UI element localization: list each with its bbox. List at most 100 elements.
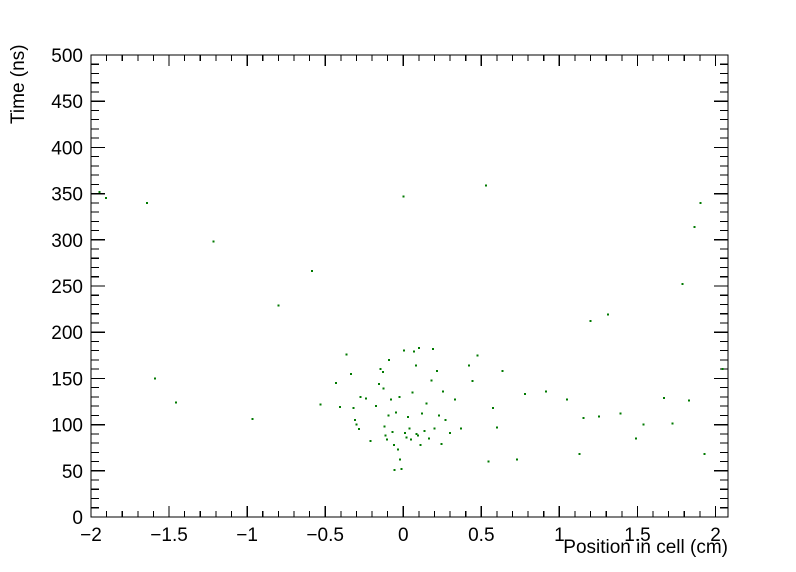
data-point <box>415 432 418 435</box>
data-point <box>671 422 674 425</box>
x-axis-title: Position in cell (cm) <box>563 537 728 558</box>
data-point <box>406 416 409 419</box>
data-point <box>359 395 362 398</box>
data-point <box>449 431 452 434</box>
data-point <box>353 418 356 421</box>
data-point <box>476 354 479 357</box>
data-point <box>431 347 434 350</box>
data-point <box>395 411 398 414</box>
plot-frame <box>90 54 729 518</box>
data-point <box>721 368 724 371</box>
data-point <box>703 453 706 456</box>
data-point <box>339 406 342 409</box>
data-point <box>355 423 358 426</box>
y-tick-label: 100 <box>51 416 83 437</box>
data-point <box>681 283 684 286</box>
data-point <box>98 190 101 193</box>
x-tick-label: 1.5 <box>624 525 650 546</box>
x-tick-label: −2 <box>80 525 102 546</box>
data-point <box>438 414 441 417</box>
y-tick-label: 150 <box>51 369 83 390</box>
data-point <box>405 436 408 439</box>
data-point <box>146 201 149 204</box>
data-point <box>662 396 665 399</box>
data-point <box>582 417 585 420</box>
data-point <box>154 377 157 380</box>
data-point <box>379 368 382 371</box>
data-point <box>414 364 417 367</box>
data-point <box>357 428 360 431</box>
data-point <box>485 184 487 187</box>
data-point <box>104 197 107 200</box>
data-point <box>566 398 569 401</box>
y-tick-label: 450 <box>51 92 83 113</box>
data-point <box>516 458 519 461</box>
data-point <box>492 406 495 409</box>
y-tick-label: 250 <box>51 277 83 298</box>
data-point <box>398 395 401 398</box>
data-point <box>501 370 504 373</box>
data-point <box>467 364 470 367</box>
data-point <box>417 434 420 437</box>
data-point <box>435 370 438 373</box>
data-point <box>175 401 178 404</box>
data-point <box>387 414 390 417</box>
data-point <box>403 349 406 352</box>
data-point <box>392 443 395 446</box>
data-point <box>442 390 445 393</box>
data-point <box>389 398 392 401</box>
data-point <box>453 398 456 401</box>
data-point <box>545 390 548 393</box>
data-point <box>382 387 385 390</box>
data-point <box>396 448 399 451</box>
data-point <box>687 399 690 402</box>
data-point <box>417 346 420 349</box>
y-tick-label: 500 <box>51 46 83 67</box>
data-point <box>487 460 490 463</box>
data-point <box>384 434 387 437</box>
data-point <box>251 418 254 421</box>
data-point <box>419 443 422 446</box>
data-points <box>98 184 724 471</box>
data-point <box>413 350 416 353</box>
y-tick-label: 200 <box>51 323 83 344</box>
data-point <box>606 313 609 316</box>
data-point <box>393 468 396 471</box>
y-tick-label: 400 <box>51 138 83 159</box>
x-tick-label: −1.5 <box>150 525 188 546</box>
y-axis-ticks <box>91 54 728 518</box>
data-point <box>335 382 338 385</box>
y-axis-title: Time (ns) <box>8 44 29 124</box>
data-point <box>433 427 436 430</box>
data-point <box>699 201 702 204</box>
data-point <box>400 467 403 470</box>
x-tick-label: −1 <box>236 525 258 546</box>
data-point <box>381 370 384 373</box>
data-point <box>693 225 696 228</box>
data-point <box>385 438 388 441</box>
y-tick-label: 50 <box>62 462 83 483</box>
data-point <box>410 438 413 441</box>
data-point <box>374 405 377 408</box>
y-tick-label: 0 <box>72 508 83 529</box>
data-point <box>212 240 215 243</box>
data-point <box>495 426 498 429</box>
x-tick-label: 0.5 <box>468 525 494 546</box>
data-point <box>383 425 386 428</box>
data-point <box>388 358 391 361</box>
x-axis-ticks <box>90 55 717 517</box>
data-point <box>403 431 406 434</box>
data-point <box>444 418 447 421</box>
data-point <box>345 353 348 356</box>
data-point <box>430 379 433 382</box>
y-axis-tick-labels: 0 50 100 150 200 250 300 350 400 450 500 <box>51 46 83 529</box>
data-point <box>589 320 592 323</box>
x-axis-tick-labels: −2 −1.5 −1 −0.5 0 0.5 1 1.5 2 <box>80 525 721 546</box>
data-point <box>411 391 414 394</box>
data-point <box>642 423 645 426</box>
y-tick-label: 350 <box>51 185 83 206</box>
data-point <box>460 427 463 430</box>
data-point <box>319 403 322 406</box>
